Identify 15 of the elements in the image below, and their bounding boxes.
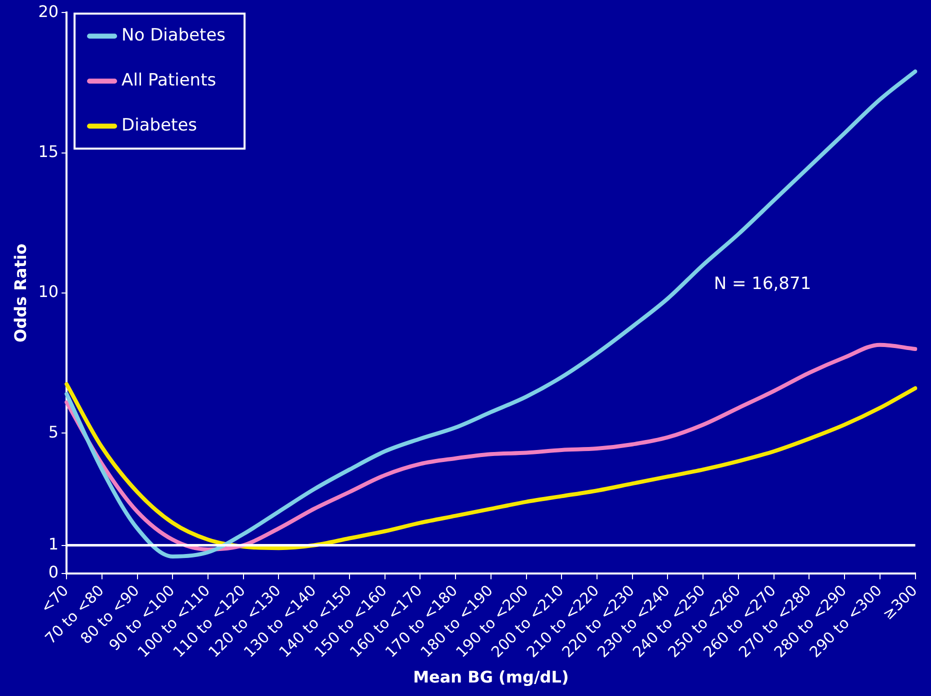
y-tick-label: 20 [38, 2, 59, 21]
y-tick-label: 5 [48, 422, 59, 442]
y-tick-label: 15 [38, 142, 59, 161]
line-series [64, 382, 918, 550]
y-tick-label: 10 [38, 282, 59, 302]
legend-label: No Diabetes [122, 26, 226, 46]
line-series [64, 342, 918, 552]
legend-label: All Patients [122, 70, 216, 91]
y-tick-label: 0 [48, 562, 59, 582]
y-axis-title: Odds Ratio [10, 244, 30, 342]
line-series [64, 69, 918, 558]
y-tick-label: 1 [48, 534, 59, 554]
x-axis-title: Mean BG (mg/dL) [413, 668, 569, 687]
annotation: N = 16,871 [714, 274, 812, 294]
legend-label: Diabetes [122, 116, 198, 136]
